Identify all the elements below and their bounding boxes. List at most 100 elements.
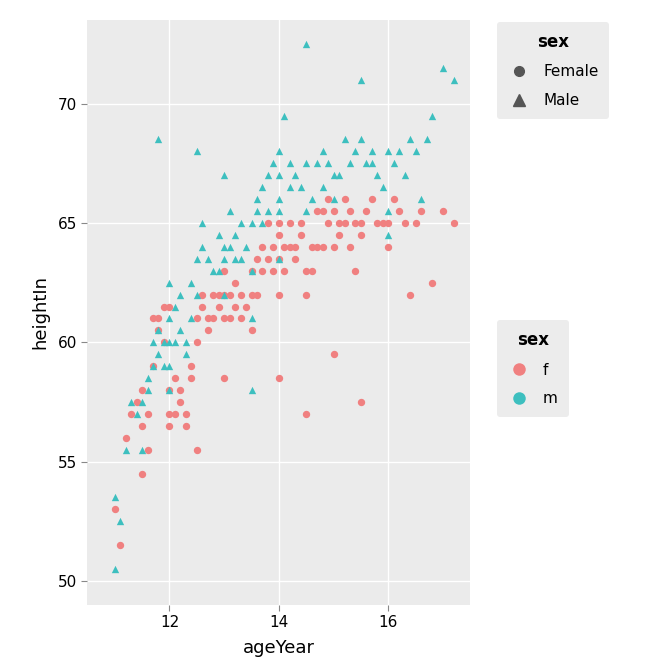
Point (394, 206, 405, 216)
Point (257, 182, 268, 193)
Point (192, 146, 202, 157)
Point (186, 278, 197, 288)
Point (274, 170, 284, 181)
Point (213, 265, 224, 276)
Point (328, 206, 339, 216)
Point (334, 230, 345, 241)
Point (274, 206, 284, 216)
Point (175, 325, 185, 336)
Point (241, 241, 251, 252)
Point (126, 409, 136, 419)
Point (257, 218, 268, 228)
Point (219, 313, 230, 324)
Point (296, 230, 306, 241)
Point (284, 241, 295, 252)
Point (301, 158, 312, 169)
Point (153, 349, 164, 360)
Point (323, 218, 333, 228)
Point (153, 325, 164, 336)
Point (290, 241, 300, 252)
Point (427, 278, 437, 288)
Point (159, 337, 169, 347)
Point (120, 444, 131, 455)
Point (437, 62, 448, 73)
Point (449, 75, 460, 85)
Point (328, 349, 339, 360)
Point (136, 468, 147, 479)
Point (164, 409, 175, 419)
Point (274, 253, 284, 264)
Point (355, 218, 366, 228)
Point (317, 241, 328, 252)
Point (197, 241, 208, 252)
Point (186, 313, 197, 324)
Point (306, 265, 317, 276)
Point (284, 158, 295, 169)
Point (334, 218, 345, 228)
Point (110, 564, 120, 575)
Point (153, 313, 164, 324)
Point (388, 194, 399, 204)
Point (263, 170, 274, 181)
Point (181, 421, 192, 431)
Point (317, 206, 328, 216)
Point (208, 265, 218, 276)
Point (312, 206, 323, 216)
Point (345, 241, 355, 252)
Point (328, 241, 339, 252)
Point (361, 206, 372, 216)
Point (328, 170, 339, 181)
Point (296, 182, 306, 193)
Point (169, 373, 180, 384)
Point (323, 158, 333, 169)
Point (251, 206, 262, 216)
Point (345, 158, 355, 169)
Point (350, 265, 361, 276)
Point (246, 313, 257, 324)
Point (131, 396, 142, 407)
Point (164, 361, 175, 372)
Point (246, 325, 257, 336)
Point (251, 289, 262, 300)
Point (169, 337, 180, 347)
Point (449, 218, 460, 228)
Point (159, 301, 169, 312)
Point (306, 194, 317, 204)
Point (213, 230, 224, 241)
Point (208, 313, 218, 324)
Point (355, 396, 366, 407)
Point (279, 110, 290, 121)
Point (208, 289, 218, 300)
Point (164, 301, 175, 312)
Point (350, 146, 361, 157)
Point (378, 218, 388, 228)
Point (148, 313, 159, 324)
Point (411, 146, 421, 157)
Point (202, 313, 213, 324)
Point (372, 218, 383, 228)
Point (339, 194, 350, 204)
Point (334, 170, 345, 181)
Point (383, 230, 394, 241)
Point (142, 384, 153, 395)
Point (219, 170, 230, 181)
Point (219, 289, 230, 300)
Point (372, 170, 383, 181)
Point (296, 218, 306, 228)
Point (192, 313, 202, 324)
Point (142, 373, 153, 384)
Point (339, 134, 350, 145)
Point (213, 301, 224, 312)
Point (427, 110, 437, 121)
Point (246, 384, 257, 395)
Point (164, 337, 175, 347)
Point (192, 444, 202, 455)
Point (224, 313, 235, 324)
Point (241, 301, 251, 312)
Point (274, 289, 284, 300)
Y-axis label: heightIn: heightIn (31, 276, 49, 349)
Point (366, 158, 377, 169)
Point (388, 158, 399, 169)
Point (197, 218, 208, 228)
Point (153, 134, 164, 145)
